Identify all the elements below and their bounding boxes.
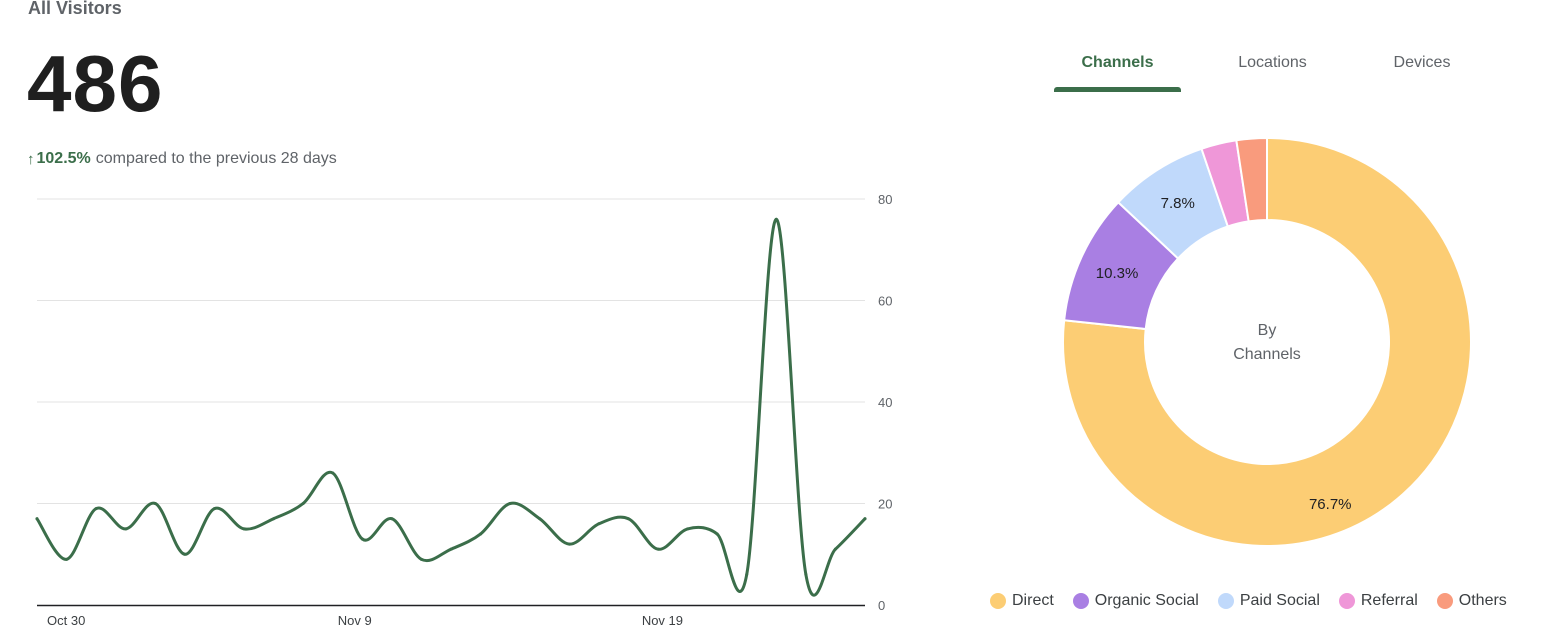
- series-line: [35, 217, 867, 597]
- delta-text: compared to the previous 28 days: [95, 150, 337, 167]
- legend-label: Referral: [1360, 592, 1418, 609]
- data-point: [301, 502, 305, 505]
- data-point: [745, 573, 749, 577]
- legend-swatch: [1217, 593, 1234, 609]
- y-tick-label: 0: [878, 598, 885, 613]
- data-point: [272, 517, 276, 521]
- data-point: [390, 517, 394, 521]
- data-point: [360, 537, 364, 541]
- data-point: [833, 547, 837, 551]
- tab-label: Devices: [1393, 54, 1451, 71]
- legend-item-referral[interactable]: Referral: [1338, 592, 1418, 610]
- channels-donut-chart: 76.7% 10.3% 7.8% By Channels: [1062, 136, 1472, 547]
- data-point: [124, 527, 128, 531]
- x-tick-label: Nov 19: [642, 613, 683, 628]
- tab-label: Locations: [1238, 54, 1307, 71]
- data-point: [153, 502, 157, 505]
- data-point: [508, 502, 512, 505]
- data-point: [212, 507, 216, 511]
- tab-label: Channels: [1081, 54, 1154, 71]
- tab-channels[interactable]: Channels: [1054, 40, 1181, 92]
- legend-swatch: [1072, 593, 1089, 609]
- legend-item-paid-social[interactable]: Paid Social: [1217, 592, 1320, 610]
- x-tick-label: Nov 9: [338, 613, 372, 628]
- data-point: [35, 517, 39, 521]
- y-tick-label: 60: [878, 294, 892, 309]
- slice-label: 76.7%: [1309, 496, 1352, 513]
- legend-label: Paid Social: [1239, 592, 1320, 609]
- data-point: [479, 532, 483, 536]
- slice-direct: [1062, 136, 1472, 547]
- section-title: All Visitors: [28, 0, 122, 18]
- data-point: [863, 517, 867, 521]
- y-tick-label: 20: [878, 497, 892, 512]
- slice-label: 7.8%: [1161, 195, 1195, 212]
- data-point: [419, 557, 423, 561]
- y-tick-label: 40: [878, 395, 892, 410]
- legend-item-direct[interactable]: Direct: [990, 592, 1054, 610]
- data-point: [804, 573, 808, 577]
- legend-swatch: [1436, 593, 1453, 609]
- breakdown-tabs: Channels Locations Devices: [1040, 40, 1530, 94]
- legend-label: Others: [1458, 592, 1507, 609]
- visitors-line-chart: 0 20 40 60 80 Oct 30 Nov 9 Nov 19: [35, 192, 892, 628]
- data-point: [626, 517, 630, 521]
- center-label: By: [1258, 322, 1277, 339]
- data-point: [774, 217, 778, 221]
- data-point: [656, 547, 660, 551]
- tab-devices[interactable]: Devices: [1368, 40, 1476, 92]
- data-point: [686, 527, 690, 531]
- data-point: [567, 542, 571, 546]
- data-point: [331, 471, 335, 475]
- x-tick-label: Oct 30: [47, 613, 85, 628]
- tab-locations[interactable]: Locations: [1210, 40, 1335, 92]
- legend-label: Direct: [1012, 592, 1054, 609]
- data-point: [242, 527, 246, 531]
- visitor-total: 486: [27, 39, 164, 128]
- slice-others: [1235, 136, 1268, 223]
- legend-swatch: [990, 593, 1006, 609]
- y-tick-label: 80: [878, 192, 892, 207]
- chart-legend: Direct Organic Social Paid Social Referr…: [990, 592, 1526, 610]
- delta-percent: 102.5%: [36, 150, 91, 167]
- data-point: [94, 507, 98, 511]
- center-label: Channels: [1233, 346, 1301, 363]
- data-point: [183, 552, 187, 556]
- data-point: [597, 522, 601, 526]
- legend-item-others[interactable]: Others: [1436, 592, 1507, 610]
- active-tab-indicator: [1054, 87, 1181, 92]
- legend-label: Organic Social: [1094, 592, 1199, 609]
- legend-swatch: [1338, 593, 1355, 609]
- arrow-up-icon: ↑: [27, 150, 35, 168]
- legend-item-organic-social[interactable]: Organic Social: [1072, 592, 1199, 610]
- data-point: [65, 557, 69, 561]
- comparison-delta: ↑ 102.5% compared to the previous 28 day…: [27, 150, 337, 168]
- data-point: [538, 517, 542, 521]
- slice-label: 10.3%: [1096, 265, 1139, 282]
- data-point: [715, 532, 719, 536]
- data-point: [449, 547, 453, 551]
